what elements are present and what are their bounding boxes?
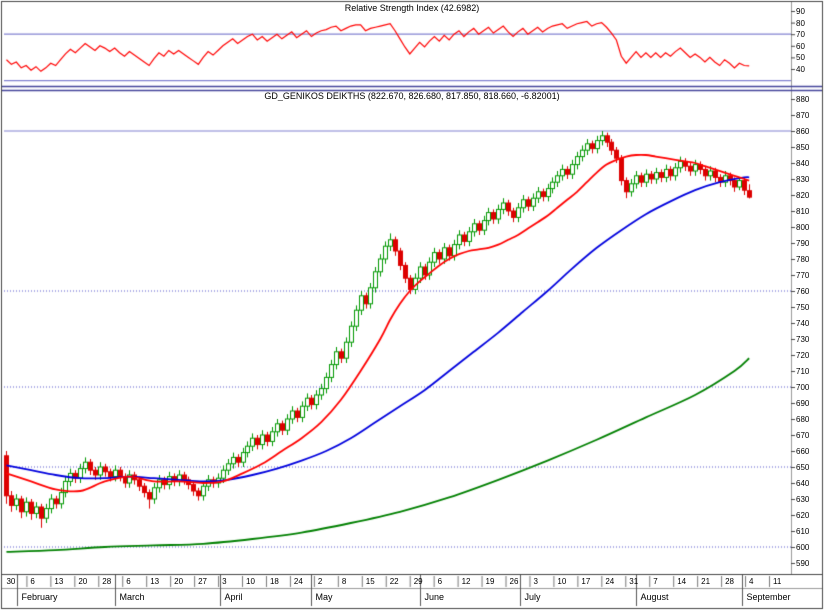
week-label: 4 (749, 577, 754, 586)
week-label: 19 (485, 577, 495, 586)
rsi-panel-title: Relative Strength Index (42.6982) (344, 3, 480, 13)
month-label: July (524, 592, 541, 602)
price-y-tick-label: 820 (796, 191, 810, 200)
month-label: April (224, 592, 243, 602)
price-y-tick-label: 830 (796, 175, 810, 184)
price-y-tick-label: 730 (796, 335, 810, 344)
week-label: 6 (437, 577, 443, 586)
price-y-tick-label: 880 (796, 95, 810, 104)
rsi-y-tick-label: 60 (796, 41, 805, 51)
week-label: 20 (78, 577, 88, 586)
price-panel-title: GD_GENIKOS DEIKTHS (822.670, 826.680, 81… (264, 91, 560, 101)
price-y-tick-label: 740 (796, 319, 810, 328)
week-label: 24 (605, 577, 615, 586)
month-label: June (424, 592, 445, 602)
rsi-y-tick-label: 80 (796, 18, 805, 28)
week-label: 7 (653, 577, 658, 586)
week-label: 20 (174, 577, 184, 586)
price-y-tick-label: 610 (796, 527, 810, 536)
week-label: 14 (677, 577, 687, 586)
rsi-y-tick-label: 40 (796, 65, 805, 74)
month-label: March (119, 592, 145, 602)
week-label: 8 (341, 577, 347, 586)
week-label: 29 (413, 577, 423, 586)
price-y-tick-label: 640 (796, 479, 810, 488)
week-label: 10 (557, 577, 567, 586)
price-y-tick-label: 860 (796, 127, 810, 136)
week-label: 6 (126, 577, 131, 586)
week-label: 13 (54, 577, 64, 586)
week-label: 6 (30, 577, 35, 586)
rsi-y-tick-label: 90 (796, 7, 805, 16)
week-label: 18 (269, 577, 279, 586)
week-label: 2 (317, 577, 323, 586)
price-y-tick-label: 600 (796, 543, 810, 552)
price-y-tick-label: 840 (796, 159, 810, 168)
week-label: 31 (629, 577, 639, 586)
week-label: 3 (222, 577, 227, 586)
price-y-tick-label: 810 (796, 207, 810, 216)
month-label: September (746, 592, 791, 602)
week-label: 13 (150, 577, 160, 586)
week-label: 10 (246, 577, 255, 586)
price-y-tick-label: 780 (796, 255, 810, 264)
price-y-tick-label: 670 (796, 431, 810, 440)
price-y-tick-label: 720 (796, 351, 810, 360)
price-y-tick-label: 800 (796, 223, 810, 232)
week-label: 3 (533, 577, 538, 586)
price-y-tick-label: 870 (796, 111, 810, 120)
price-y-tick-label: 630 (796, 495, 810, 504)
week-label: 27 (198, 577, 208, 586)
month-label: August (640, 592, 669, 602)
price-y-tick-label: 790 (796, 239, 810, 248)
week-label: 28 (102, 577, 112, 586)
price-y-tick-label: 590 (796, 559, 810, 568)
price-y-tick-label: 700 (796, 383, 810, 392)
week-label: 12 (461, 577, 471, 586)
rsi-y-tick-label: 50 (796, 53, 805, 63)
rsi-y-tick-label: 70 (796, 30, 805, 40)
week-label: 30 (6, 577, 16, 586)
price-y-tick-label: 620 (796, 511, 810, 520)
week-label: 28 (725, 577, 734, 586)
week-label: 15 (365, 577, 375, 586)
price-y-tick-label: 680 (796, 415, 810, 424)
week-label: 24 (293, 577, 303, 586)
week-label: 26 (509, 577, 519, 586)
price-y-tick-label: 650 (796, 463, 810, 472)
week-label: 21 (701, 577, 711, 586)
month-label: May (315, 592, 333, 602)
price-y-tick-label: 760 (796, 287, 810, 296)
month-label: February (21, 592, 58, 602)
price-y-tick-label: 750 (796, 303, 810, 312)
week-label: 11 (773, 577, 782, 586)
price-y-tick-label: 710 (796, 367, 810, 376)
price-y-tick-label: 770 (796, 271, 810, 280)
week-label: 22 (389, 577, 399, 586)
price-y-tick-label: 690 (796, 399, 810, 408)
price-y-tick-label: 850 (796, 143, 810, 152)
week-label: 17 (581, 577, 591, 586)
price-y-tick-label: 660 (796, 447, 810, 456)
